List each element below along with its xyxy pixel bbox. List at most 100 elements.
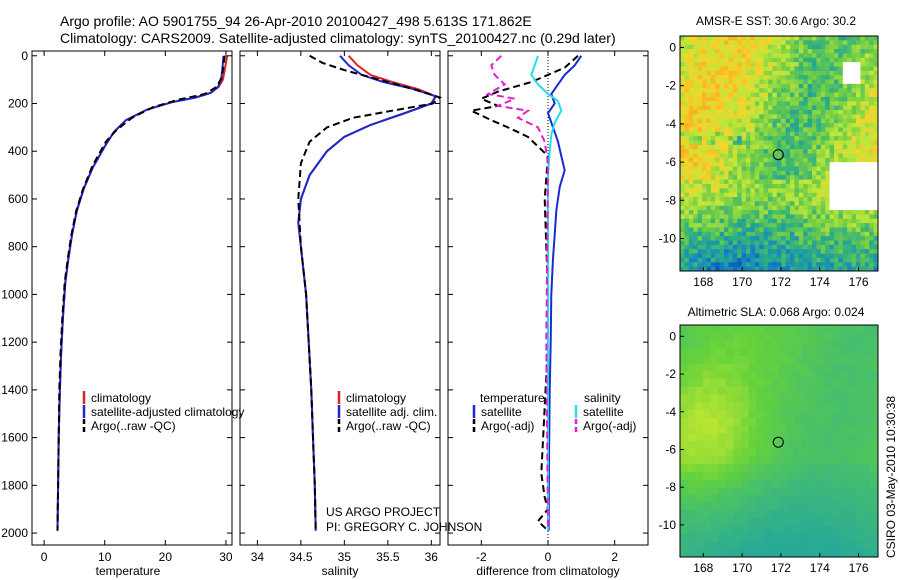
- heatmap-cell: [807, 109, 813, 115]
- heatmap-cell: [697, 236, 703, 241]
- heatmap-cell: [839, 471, 848, 481]
- heatmap-cell: [741, 205, 747, 211]
- heatmap-cell: [807, 105, 813, 111]
- heatmap-cell: [706, 257, 712, 263]
- heatmap-cell: [695, 456, 704, 465]
- heatmap-cell: [746, 101, 751, 107]
- heatmap-cell: [839, 541, 848, 550]
- heatmap-cell: [794, 205, 800, 211]
- heatmap-cell: [794, 166, 800, 172]
- heatmap-cell: [839, 549, 848, 558]
- heatmap-cell: [746, 40, 751, 46]
- heatmap-cell: [798, 96, 804, 102]
- heatmap-cell: [869, 49, 874, 54]
- heatmap-cell: [776, 183, 782, 189]
- heatmap-cell: [684, 149, 690, 154]
- heatmap-cell: [710, 448, 719, 457]
- heatmap-cell: [732, 140, 738, 146]
- heatmap-cell: [790, 101, 795, 107]
- heatmap-cell: [851, 157, 857, 163]
- heatmap-cell: [710, 464, 719, 473]
- heatmap-cell: [864, 109, 870, 115]
- heatmap-cell: [839, 510, 848, 519]
- heatmap-cell: [790, 157, 795, 163]
- heatmap-cell: [697, 201, 703, 207]
- heatmap-cell: [860, 131, 866, 137]
- heatmap-cell: [842, 62, 848, 67]
- heatmap-cell: [741, 140, 747, 146]
- heatmap-cell: [732, 205, 738, 211]
- heatmap-cell: [741, 244, 747, 250]
- heatmap-cell: [724, 44, 729, 50]
- heatmap-cell: [820, 179, 826, 185]
- heatmap-cell: [832, 471, 841, 481]
- heatmap-cell: [768, 218, 773, 224]
- heatmap-cell: [834, 88, 839, 93]
- heatmap-cell: [794, 363, 803, 372]
- heatmap-cell: [862, 394, 871, 403]
- heatmap-cell: [873, 223, 879, 228]
- heatmap-cell: [794, 425, 803, 434]
- heatmap-cell: [680, 526, 689, 535]
- heatmap-cell: [860, 183, 866, 189]
- heatmap-cell: [803, 49, 808, 54]
- heatmap-cell: [728, 75, 734, 80]
- heatmap-cell: [794, 340, 803, 349]
- heatmap-cell: [785, 131, 791, 137]
- heatmap-cell: [781, 249, 786, 254]
- heatmap-cell: [697, 109, 703, 115]
- heatmap-cell: [851, 162, 857, 167]
- heatmap-cell: [864, 257, 870, 263]
- heatmap-cell: [864, 231, 870, 237]
- heatmap-cell: [750, 144, 756, 150]
- heatmap-cell: [748, 502, 757, 511]
- heatmap-cell: [693, 170, 698, 176]
- heatmap-cell: [864, 162, 870, 167]
- x-tick-label: 20: [159, 550, 173, 564]
- heatmap-cell: [794, 526, 803, 535]
- heatmap-cell: [750, 231, 756, 237]
- heatmap-cell: [741, 36, 747, 41]
- heatmap-cell: [794, 249, 800, 254]
- heatmap-cell: [864, 62, 870, 67]
- heatmap-cell: [746, 75, 751, 80]
- heatmap-cell: [776, 123, 782, 128]
- heatmap-cell: [728, 162, 734, 167]
- heatmap-cell: [847, 495, 856, 504]
- heatmap-cell: [693, 153, 698, 159]
- heatmap-cell: [719, 210, 725, 215]
- heatmap-cell: [809, 518, 818, 527]
- heatmap-cell: [715, 75, 720, 80]
- heatmap-cell: [706, 153, 712, 159]
- heatmap-cell: [785, 44, 791, 50]
- heatmap-cell: [794, 223, 800, 228]
- heatmap-cell: [817, 448, 826, 457]
- heatmap-cell: [812, 262, 817, 268]
- heatmap-cell: [781, 170, 786, 176]
- heatmap-cell: [741, 75, 747, 80]
- legend-label-satellite: satellite adj. clim.: [346, 405, 437, 419]
- heatmap-cell: [763, 549, 772, 558]
- heatmap-cell: [807, 136, 813, 141]
- heatmap-cell: [741, 123, 747, 128]
- heatmap-cell: [710, 53, 716, 59]
- heatmap-cell: [710, 218, 716, 224]
- heatmap-cell: [864, 44, 870, 50]
- heatmap-cell: [860, 157, 866, 163]
- heatmap-cell: [771, 533, 780, 542]
- heatmap-cell: [768, 66, 773, 72]
- heatmap-cell: [684, 166, 690, 172]
- heatmap-cell: [798, 188, 804, 194]
- heatmap-cell: [715, 40, 720, 46]
- heatmap-cell: [693, 166, 698, 172]
- heatmap-cell: [829, 166, 835, 172]
- heatmap-cell: [763, 157, 769, 163]
- heatmap-cell: [820, 210, 826, 215]
- heatmap-cell: [737, 249, 742, 254]
- heatmap-cell: [697, 49, 703, 54]
- heatmap-cell: [693, 210, 698, 215]
- heatmap-cell: [820, 214, 826, 220]
- heatmap-cell: [768, 240, 773, 246]
- heatmap-cell: [776, 105, 782, 111]
- heatmap-cell: [763, 533, 772, 542]
